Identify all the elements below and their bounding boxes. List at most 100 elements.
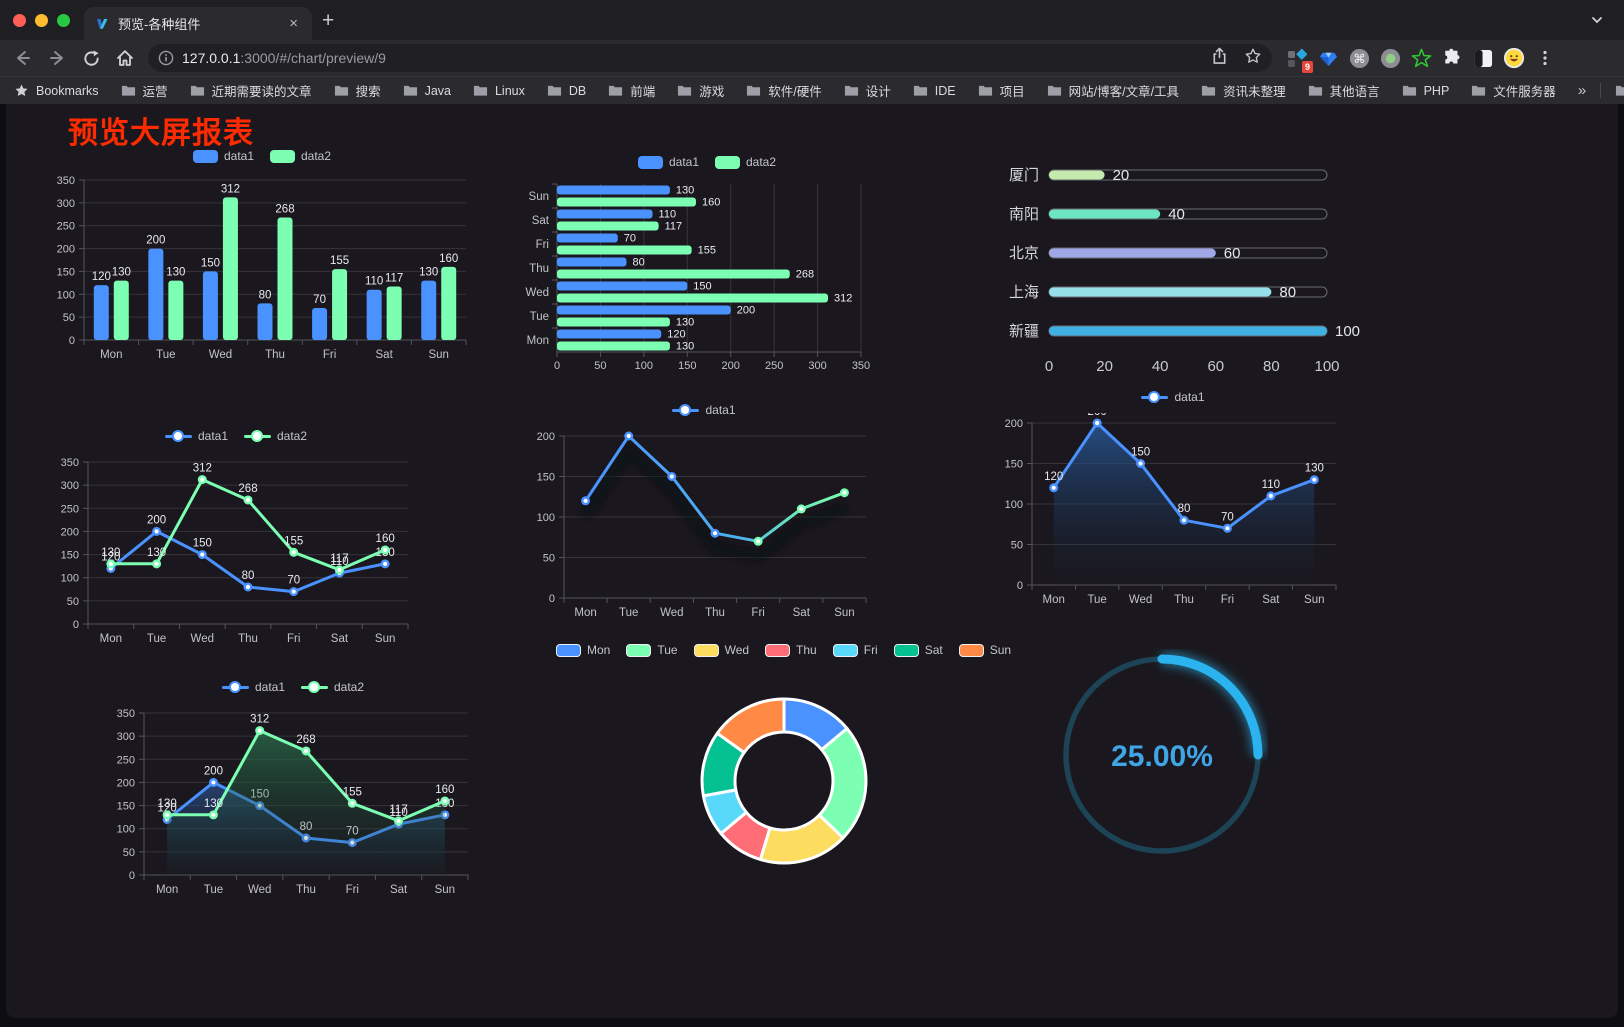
- bookmark-folder[interactable]: 设计: [844, 81, 891, 100]
- new-tab-button[interactable]: +: [322, 9, 335, 32]
- bookmark-folder[interactable]: Java: [403, 81, 451, 100]
- forward-button[interactable]: [42, 43, 72, 73]
- svg-text:130: 130: [158, 798, 177, 810]
- bookmark-folder[interactable]: 网站/博客/文章/工具: [1047, 81, 1179, 100]
- back-button[interactable]: [8, 43, 38, 73]
- extension-grid-diamond-icon[interactable]: 9: [1286, 47, 1313, 73]
- bookmark-folder[interactable]: 游戏: [677, 81, 724, 100]
- other-bookmarks-folder[interactable]: 其他书签: [1615, 81, 1624, 100]
- chart-donut[interactable]: Mon Tue Wed Thu Fri Sat Sun: [556, 642, 1011, 898]
- svg-text:100: 100: [57, 289, 75, 301]
- extension-dark-reader-icon[interactable]: [1472, 47, 1494, 69]
- legend-item-data1[interactable]: data1: [164, 429, 228, 443]
- legend-item-data2[interactable]: data2: [270, 149, 331, 163]
- line-chart-canvas[interactable]: 0 50 100 150 200 Mon Tue Wed Thu Fri Sat Sun: [528, 426, 880, 624]
- chart-line-area[interactable]: data1 0 50 100 150 200 Mon Tue Wed Thu Fri Sat Sun 1…: [996, 389, 1350, 611]
- svg-text:50: 50: [123, 847, 135, 859]
- svg-text:268: 268: [238, 483, 257, 495]
- tab-search-chevron-icon[interactable]: [1590, 13, 1604, 32]
- svg-text:130: 130: [676, 341, 694, 353]
- bookmark-folder[interactable]: PHP: [1402, 81, 1449, 100]
- legend-rect-marker: [893, 643, 919, 657]
- preview-dashboard: 预览大屏报表 data1 data2 0 50 100 150 200 250 300 350 M…: [6, 104, 1618, 1018]
- chart-gauge[interactable]: 25.00%: [1056, 649, 1268, 861]
- bookmark-folder[interactable]: 前端: [608, 81, 655, 100]
- tab-close-icon[interactable]: ×: [289, 15, 298, 32]
- legend-item-data2[interactable]: data2: [301, 680, 364, 694]
- svg-text:150: 150: [678, 360, 696, 372]
- legend-item-data2[interactable]: data2: [715, 155, 776, 169]
- bookmark-folder[interactable]: 其他语言: [1308, 81, 1380, 100]
- bookmarks-overflow-chevron[interactable]: »: [1577, 82, 1587, 99]
- home-button[interactable]: [110, 43, 140, 73]
- svg-text:110: 110: [365, 276, 383, 288]
- bar-chart-canvas[interactable]: 0 50 100 150 200 250 300 350 Mon Tue Wed Thu Fri Sat S…: [46, 172, 478, 366]
- legend-item-mon[interactable]: Mon: [556, 643, 610, 657]
- bookmark-folder-list: 运营 近期需要读的文章 搜索 Java Linux DB 前端 游戏 软件/硬件 设计 IDE 项目 网…: [121, 81, 1556, 100]
- gauge-chart-canvas[interactable]: 25.00%: [1056, 649, 1268, 861]
- legend-item-wed[interactable]: Wed: [693, 643, 749, 657]
- bookmark-folder[interactable]: IDE: [913, 81, 956, 100]
- chart-bar-grouped[interactable]: data1 data2 0 50 100 150 200 250 300 350 Mon Tue We…: [46, 148, 478, 366]
- browser-tab[interactable]: 预览-各种组件 ×: [84, 7, 312, 40]
- bookmark-folder[interactable]: 运营: [121, 81, 168, 100]
- reload-button[interactable]: [76, 43, 106, 73]
- svg-text:110: 110: [659, 209, 677, 221]
- legend-item-sat[interactable]: Sat: [893, 643, 943, 657]
- chart-line-two-series[interactable]: data1 data2 0 50 100 150 200 250 300 350 Mon Tue We…: [50, 428, 422, 650]
- donut-chart-canvas[interactable]: [600, 666, 968, 898]
- address-bar[interactable]: 127.0.0.1:3000/#/chart/preview/9: [148, 44, 1272, 72]
- bookmark-folder[interactable]: 近期需要读的文章: [190, 81, 312, 100]
- bookmark-folder[interactable]: 资讯未整理: [1201, 81, 1286, 100]
- legend-item-data1[interactable]: data1: [1141, 390, 1205, 404]
- svg-text:120: 120: [92, 271, 111, 283]
- legend-item-data1[interactable]: data1: [221, 680, 285, 694]
- bookmark-folder[interactable]: 软件/硬件: [746, 81, 822, 100]
- svg-text:80: 80: [1263, 358, 1280, 375]
- legend-item-data2[interactable]: data2: [244, 429, 307, 443]
- extension-command-icon[interactable]: ⌘: [1348, 47, 1370, 69]
- legend-item-thu[interactable]: Thu: [765, 643, 817, 657]
- legend-item-data1[interactable]: data1: [672, 403, 736, 417]
- minimize-window-button[interactable]: [35, 13, 48, 27]
- progress-chart-canvas[interactable]: 厦门 20 南阳 40 北京 60 上海 80 新疆 100 0 20 40 60 80 100: [1001, 159, 1373, 387]
- profile-avatar[interactable]: [1503, 47, 1525, 69]
- bookmark-folder[interactable]: Linux: [473, 81, 525, 100]
- legend-item-sun[interactable]: Sun: [958, 643, 1011, 657]
- legend-item-data1[interactable]: data1: [192, 149, 254, 163]
- chart-line-area-two[interactable]: data1 data2 0 50 100 150 200 250 300 350 Mon Tue We…: [106, 679, 480, 901]
- close-window-button[interactable]: [13, 13, 26, 27]
- svg-text:160: 160: [376, 533, 395, 545]
- legend-item-data1[interactable]: data1: [637, 155, 699, 169]
- bookmark-folder[interactable]: DB: [547, 81, 586, 100]
- bookmark-folder[interactable]: 文件服务器: [1471, 81, 1556, 100]
- legend-line-marker: [301, 680, 328, 694]
- svg-text:Wed: Wed: [660, 607, 683, 619]
- legend-rect-marker: [556, 643, 581, 657]
- chart-line-gradient[interactable]: data1 0 50 100 150 200 Mon Tue Wed Thu Fri Sat Sun: [528, 402, 880, 624]
- extension-xdebug-star-icon[interactable]: [1410, 47, 1432, 69]
- browser-menu-kebab-icon[interactable]: [1534, 47, 1556, 69]
- chart-progress-bars[interactable]: 厦门 20 南阳 40 北京 60 上海 80 新疆 100 0 20 40 60 80 100: [1001, 159, 1373, 387]
- svg-text:150: 150: [1131, 447, 1150, 459]
- area-chart-canvas[interactable]: 0 50 100 150 200 Mon Tue Wed Thu Fri Sat Sun 120 200 1…: [996, 413, 1350, 611]
- chart-bar-horizontal[interactable]: data1 data2 0 50 100 150 200 250 300 350 Sun 130 16…: [511, 154, 903, 378]
- line-chart-canvas[interactable]: 0 50 100 150 200 250 300 350 Mon Tue Wed Thu Fri Sat S…: [50, 452, 422, 650]
- maximize-window-button[interactable]: [57, 13, 70, 27]
- extension-gem-icon[interactable]: [1317, 47, 1339, 69]
- legend-item-fri[interactable]: Fri: [832, 643, 878, 657]
- bookmark-star-icon[interactable]: [1244, 47, 1262, 70]
- extensions-puzzle-icon[interactable]: [1441, 47, 1463, 69]
- extension-recorder-icon[interactable]: [1379, 47, 1401, 69]
- svg-text:Sat: Sat: [390, 884, 408, 896]
- area-chart-canvas[interactable]: 0 50 100 150 200 250 300 350 Mon Tue Wed Thu Fri Sat S…: [106, 703, 480, 901]
- bookmarks-manager-item[interactable]: Bookmarks: [14, 83, 99, 98]
- svg-text:60: 60: [1224, 245, 1241, 262]
- site-info-icon[interactable]: [158, 50, 174, 66]
- legend-item-tue[interactable]: Tue: [626, 643, 678, 657]
- svg-text:312: 312: [250, 714, 269, 726]
- bookmark-folder[interactable]: 搜索: [334, 81, 381, 100]
- bookmark-folder[interactable]: 项目: [978, 81, 1025, 100]
- share-icon[interactable]: [1211, 47, 1228, 70]
